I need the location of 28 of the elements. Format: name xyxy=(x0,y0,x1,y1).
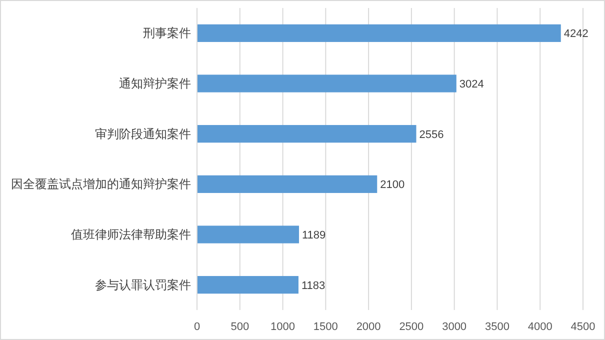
data-label: 1189 xyxy=(302,230,326,242)
y-tick-label: 因全覆盖试点增加的通知辩护案件 xyxy=(11,177,191,192)
bar xyxy=(197,74,456,92)
x-tick-label: 1000 xyxy=(270,321,296,333)
y-tick-label: 值班律师法律帮助案件 xyxy=(71,228,191,242)
data-label: 2556 xyxy=(419,128,444,141)
data-label: 1183 xyxy=(301,280,326,292)
x-tick-label: 2000 xyxy=(356,321,381,333)
y-tick-label: 审判阶段通知案件 xyxy=(95,126,191,141)
y-tick-label: 刑事案件 xyxy=(143,26,191,40)
data-label: 4242 xyxy=(564,28,588,40)
y-tick-label: 参与认罪认罚案件 xyxy=(95,278,191,292)
x-tick-label: 4000 xyxy=(528,321,552,333)
x-tick-label: 0 xyxy=(194,321,200,333)
bar xyxy=(197,125,416,143)
bar xyxy=(197,175,378,193)
data-label: 2100 xyxy=(380,179,405,192)
x-tick-label: 1500 xyxy=(313,321,338,333)
x-tick-label: 3000 xyxy=(442,321,467,333)
bar xyxy=(197,226,299,244)
y-tick-label: 通知辩护案件 xyxy=(119,76,191,90)
x-tick-label: 4500 xyxy=(570,321,596,333)
bar xyxy=(197,276,298,294)
x-tick-label: 500 xyxy=(230,321,250,333)
data-label: 3024 xyxy=(459,78,484,90)
x-tick-label: 3500 xyxy=(484,321,510,333)
bar xyxy=(197,24,561,42)
x-tick-label: 2500 xyxy=(399,321,424,333)
